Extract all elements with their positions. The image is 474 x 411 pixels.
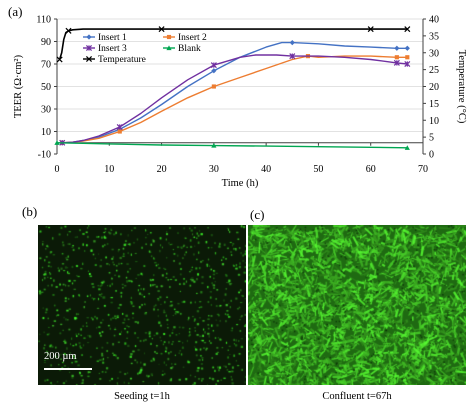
y-left-tick-label: 50 — [41, 82, 51, 93]
x-tick-label: 40 — [261, 164, 271, 175]
data-point-insert-2 — [211, 84, 216, 89]
series-line-insert-3 — [62, 54, 408, 144]
x-tick-label: 20 — [157, 164, 167, 175]
x-tick-label: 60 — [366, 164, 376, 175]
y-right-tick-label: 0 — [429, 150, 434, 161]
data-point-insert-2 — [117, 129, 122, 134]
data-point-blank — [54, 140, 60, 145]
scale-bar — [44, 368, 92, 370]
legend-marker-insert-3 — [85, 44, 93, 52]
y-right-tick-label: 40 — [429, 15, 439, 26]
data-point-insert-3 — [404, 60, 411, 68]
y-right-tick-label: 5 — [429, 133, 434, 144]
y-left-tick-label: 70 — [41, 60, 51, 71]
scale-bar-label: 200 µm — [44, 351, 77, 362]
data-point-insert-3 — [116, 123, 123, 131]
micrograph-confluent-image — [248, 225, 466, 385]
x-tick-label: 50 — [313, 164, 323, 175]
y-left-tick-label: -10 — [38, 150, 51, 161]
legend-label-temperature: Temperature — [98, 55, 146, 65]
x-tick-label: 30 — [209, 164, 219, 175]
y-left-tick-label: 30 — [41, 105, 51, 116]
data-point-insert-1 — [289, 40, 295, 46]
micrograph-confluent — [248, 225, 466, 385]
y-right-tick-label: 30 — [429, 48, 439, 59]
panel-label-c: (c) — [250, 207, 265, 222]
legend-label-insert-1: Insert 1 — [98, 33, 127, 43]
series-line-temperature — [58, 28, 408, 60]
data-point-insert-2 — [405, 55, 410, 60]
data-point-insert-3 — [210, 62, 217, 69]
data-point-insert-3 — [289, 53, 296, 60]
caption-confluent: Confluent t=67h — [322, 391, 392, 402]
data-point-temperature — [65, 27, 72, 34]
data-point-insert-2 — [394, 55, 399, 60]
caption-seeding: Seeding t=1h — [114, 391, 170, 402]
x-tick-label: 70 — [418, 164, 428, 175]
series-line-insert-2 — [62, 55, 408, 144]
data-point-blank — [404, 145, 410, 150]
data-point-insert-1 — [211, 68, 217, 74]
panel-label-b: (b) — [22, 204, 38, 219]
y-right-axis-label: Temperature (°C) — [456, 50, 467, 124]
x-tick-label: 0 — [55, 164, 60, 175]
legend-marker-blank — [166, 45, 172, 51]
y-right-tick-label: 10 — [429, 116, 439, 127]
legend-label-blank: Blank — [178, 44, 201, 54]
data-point-temperature — [404, 26, 411, 33]
data-point-temperature — [367, 26, 374, 33]
legend-marker-temperature — [85, 55, 93, 63]
y-right-tick-label: 15 — [429, 99, 439, 110]
series-line-insert-1 — [62, 41, 408, 144]
micrograph-seeding-image — [38, 225, 246, 385]
y-left-tick-label: 90 — [41, 37, 51, 48]
legend-marker-insert-2 — [166, 34, 172, 40]
legend-label-insert-3: Insert 3 — [98, 44, 127, 54]
micrograph-seeding: 200 µm — [38, 225, 246, 385]
y-right-tick-label: 20 — [429, 82, 439, 93]
x-axis-label: Time (h) — [222, 178, 259, 189]
y-left-axis-label: TEER (Ω·cm²) — [13, 54, 24, 118]
y-right-tick-label: 35 — [429, 31, 439, 42]
y-right-tick-label: 25 — [429, 65, 439, 76]
y-left-tick-label: 10 — [41, 127, 51, 138]
x-tick-label: 10 — [104, 164, 114, 175]
plot-area: -10 10 30 50 70 90 110 0 5 10 15 20 25 30 35 40 0 10 20 30 4… — [13, 15, 467, 190]
legend-marker-insert-1 — [86, 34, 92, 40]
panel-label-a: (a) — [8, 4, 22, 19]
data-point-insert-3 — [393, 59, 400, 66]
teer-chart: (a) -10 10 30 50 70 90 110 0 5 10 15 20 25 30 35 40 0 10 2… — [8, 4, 467, 190]
data-point-insert-1 — [404, 45, 410, 51]
legend-label-insert-2: Insert 2 — [178, 33, 207, 43]
data-point-temperature — [158, 26, 165, 33]
data-point-insert-1 — [394, 45, 400, 51]
y-left-tick-label: 110 — [36, 15, 51, 26]
data-point-temperature — [56, 56, 63, 63]
data-point-blank — [211, 142, 217, 148]
